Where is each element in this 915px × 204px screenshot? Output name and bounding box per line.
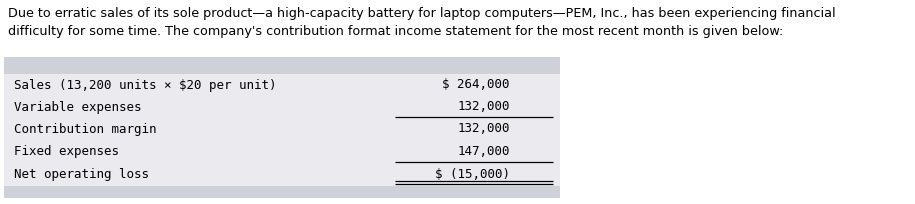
Bar xyxy=(4,140,560,163)
Text: Contribution margin: Contribution margin xyxy=(14,122,156,135)
Text: Variable expenses: Variable expenses xyxy=(14,101,142,113)
Text: Net operating loss: Net operating loss xyxy=(14,168,149,181)
Bar xyxy=(4,186,560,198)
Text: 132,000: 132,000 xyxy=(458,101,510,113)
Text: Sales (13,200 units × $20 per unit): Sales (13,200 units × $20 per unit) xyxy=(14,79,276,92)
Text: $ (15,000): $ (15,000) xyxy=(435,168,510,181)
Text: Fixed expenses: Fixed expenses xyxy=(14,145,119,158)
Text: 132,000: 132,000 xyxy=(458,122,510,135)
Bar xyxy=(4,163,560,186)
Text: Due to erratic sales of its sole product—a high-capacity battery for laptop comp: Due to erratic sales of its sole product… xyxy=(8,7,835,38)
Text: $ 264,000: $ 264,000 xyxy=(443,79,510,92)
Bar xyxy=(4,96,560,118)
Bar xyxy=(4,118,560,140)
Bar xyxy=(4,74,560,96)
Text: 147,000: 147,000 xyxy=(458,145,510,158)
Bar xyxy=(4,57,560,74)
